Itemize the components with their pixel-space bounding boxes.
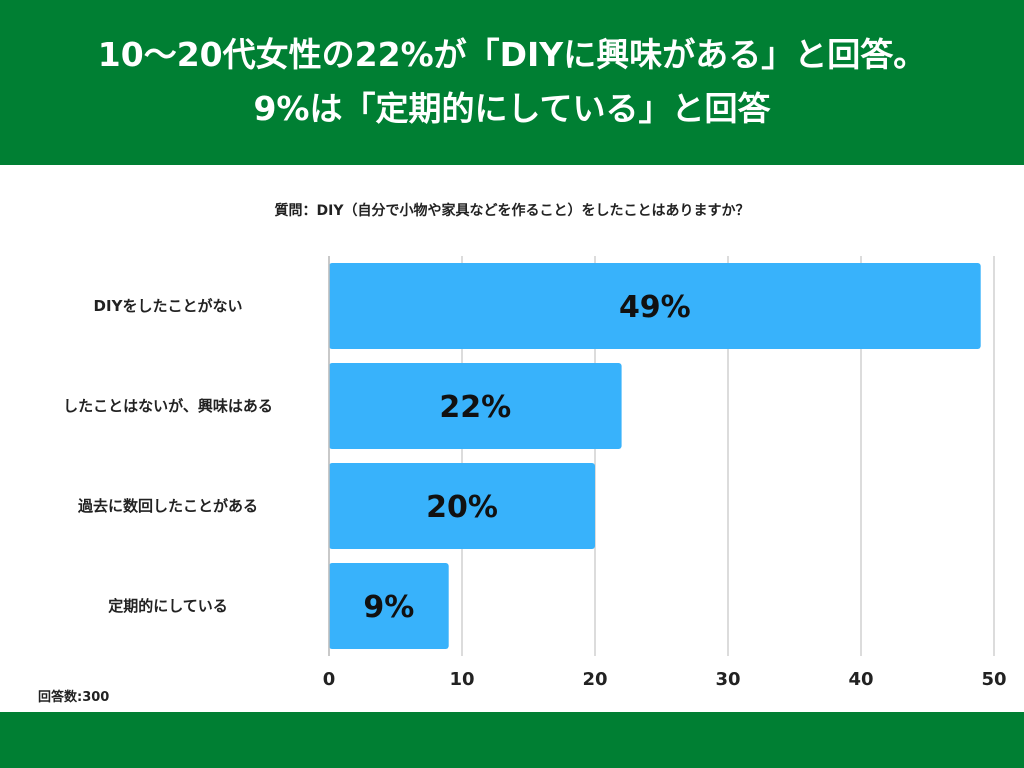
data-label-1: 49% bbox=[619, 290, 691, 325]
x-tick-label-30: 30 bbox=[715, 669, 740, 690]
chart-title-line-1: 10〜20代女性の22%が「DIYに興味がある」と回答。 bbox=[97, 35, 927, 74]
category-label-1: DIYをしたことがない bbox=[94, 297, 243, 315]
sample-size-note: 回答数:300 bbox=[38, 690, 110, 705]
bar-1 bbox=[329, 263, 981, 349]
x-tick-label-20: 20 bbox=[582, 669, 607, 690]
chart-title-line-2: 9%は「定期的にしている」と回答 bbox=[253, 89, 771, 128]
bar-2 bbox=[329, 363, 622, 449]
x-tick-label-10: 10 bbox=[449, 669, 474, 690]
title-banner: 10〜20代女性の22%が「DIYに興味がある」と回答。 9%は「定期的にしてい… bbox=[0, 0, 1024, 165]
x-tick-label-40: 40 bbox=[848, 669, 873, 690]
data-label-3: 20% bbox=[426, 490, 498, 525]
data-label-4: 9% bbox=[363, 590, 414, 625]
bar-4 bbox=[329, 563, 449, 649]
category-label-2: したことはないが、興味はある bbox=[63, 397, 273, 415]
x-tick-label-0: 0 bbox=[323, 669, 336, 690]
bar-3 bbox=[329, 463, 595, 549]
survey-question: 質問：DIY（自分で小物や家具などを作ること）をしたことはありますか？ bbox=[274, 203, 750, 219]
x-tick-label-50: 50 bbox=[981, 669, 1006, 690]
category-label-3: 過去に数回したことがある bbox=[77, 497, 258, 515]
footer-band bbox=[0, 712, 1024, 768]
category-label-4: 定期的にしている bbox=[108, 597, 228, 615]
data-label-2: 22% bbox=[439, 390, 511, 425]
